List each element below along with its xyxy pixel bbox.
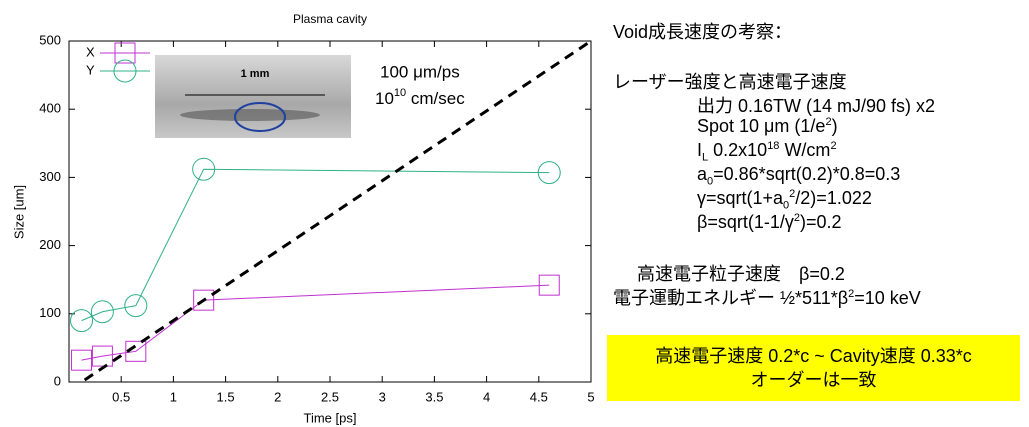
chart-title: Plasma cavity — [293, 12, 367, 26]
x-tick-label: 1 — [170, 389, 177, 404]
t: =10 keV — [854, 288, 921, 308]
text-line: 電子運動エネルギー ½*511*β2=10 keV — [613, 284, 921, 310]
x-tick-label: 3.5 — [425, 389, 443, 404]
y-tick-label: 0 — [54, 373, 61, 388]
x-tick-label: 2.5 — [321, 389, 339, 404]
t: a — [697, 164, 707, 184]
t: W/cm — [779, 140, 830, 160]
text-line: a0=0.86*sqrt(0.2)*0.8=0.3 — [697, 164, 900, 188]
annotation: 100 μm/ps — [380, 62, 460, 81]
t: γ=sqrt(1+a — [697, 188, 783, 208]
y-tick-label: 100 — [39, 305, 61, 320]
text-line: 高速電子粒子速度 β=0.2 — [637, 260, 845, 286]
t: 電子運動エネルギー ½*511*β — [613, 288, 848, 308]
text-line: Spot 10 μm (1/e2) — [697, 116, 838, 137]
x-tick-label: 1.5 — [217, 389, 235, 404]
y-tick-label: 500 — [39, 32, 61, 47]
annotation: 1010 cm/sec — [375, 87, 465, 109]
t: /2)=1.022 — [795, 188, 872, 208]
t: =0.86*sqrt(0.2)*0.8=0.3 — [713, 164, 900, 184]
subheading: レーザー強度と高速電子速度 — [613, 68, 847, 94]
t: ) — [832, 116, 838, 136]
series-line — [82, 285, 550, 360]
y-axis-label: Size [um] — [11, 185, 26, 239]
t: 2 — [830, 140, 836, 152]
t: β=sqrt(1-1/γ — [697, 212, 794, 232]
x-tick-label: 3 — [379, 389, 386, 404]
x-axis-label: Time [ps] — [304, 410, 357, 425]
t: 18 — [767, 140, 779, 152]
text-line: 出力 0.16TW (14 mJ/90 fs) x2 — [697, 92, 935, 118]
annotation-part: cm/sec — [406, 89, 465, 108]
x-tick-label: 4.5 — [530, 389, 548, 404]
annotation-part: 10 — [375, 89, 394, 108]
inset-streak — [180, 109, 320, 121]
x-tick-label: 5 — [587, 389, 594, 404]
chart: Plasma cavity Time [ps] Size [um] 1 mm 1… — [0, 0, 600, 427]
y-tick-label: 200 — [39, 237, 61, 252]
x-tick-label: 4 — [483, 389, 490, 404]
t: 0.2x10 — [708, 140, 767, 160]
conclusion: 高速電子速度 0.2*c ~ Cavity速度 0.33*c — [607, 344, 1020, 368]
conclusion: オーダーは一致 — [607, 368, 1020, 392]
inset-scale: 1 mm — [241, 68, 270, 80]
y-tick-label: 300 — [39, 169, 61, 184]
series-line — [82, 169, 550, 320]
text-line: γ=sqrt(1+a02/2)=1.022 — [697, 188, 872, 212]
legend-label: Y — [86, 62, 95, 77]
page: Plasma cavity Time [ps] Size [um] 1 mm 1… — [0, 0, 1029, 427]
annotation-part: 10 — [394, 87, 406, 99]
text-line: β=sqrt(1-1/γ2)=0.2 — [697, 212, 842, 233]
legend-label: X — [86, 44, 95, 59]
x-tick-label: 0.5 — [112, 389, 130, 404]
heading: Void成長速度の考察： — [613, 18, 792, 44]
x-tick-label: 2 — [274, 389, 281, 404]
t: 0 — [783, 200, 789, 212]
t: )=0.2 — [800, 212, 842, 232]
t: Spot 10 μm (1/e — [697, 116, 825, 136]
y-tick-label: 400 — [39, 101, 61, 116]
text-line: IL 0.2x1018 W/cm2 — [697, 140, 837, 164]
